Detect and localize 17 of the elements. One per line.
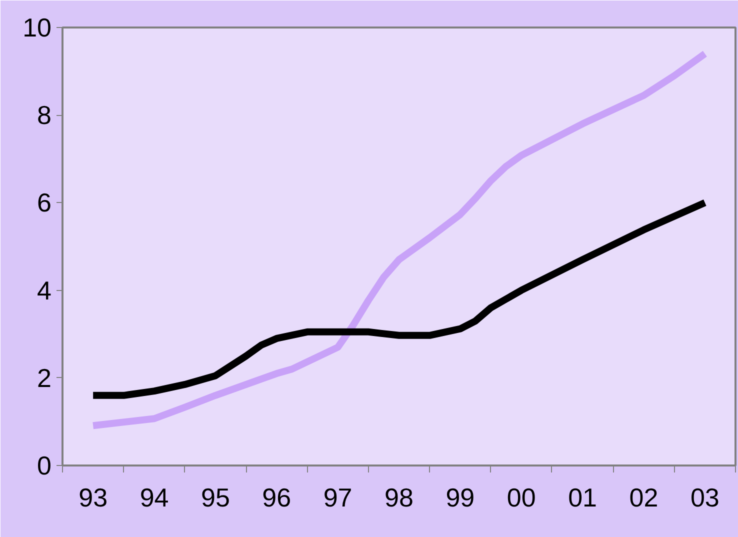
x-tick-label: 03 (690, 482, 720, 512)
x-tick-label: 98 (384, 482, 414, 512)
x-tick-label: 93 (78, 482, 108, 512)
x-tick-label: 95 (200, 482, 230, 512)
x-tick-label: 96 (262, 482, 292, 512)
y-tick-label: 4 (37, 275, 52, 306)
x-tick-label: 97 (323, 482, 352, 512)
y-tick-label: 2 (37, 362, 52, 393)
y-tick-label: 0 (37, 450, 52, 480)
x-tick-label: 01 (568, 482, 598, 512)
y-tick-label: 8 (37, 100, 52, 130)
y-tick-label: 6 (37, 188, 52, 218)
x-tick-label: 94 (140, 482, 169, 512)
x-tick-label: 02 (629, 482, 658, 512)
x-tick-label: 99 (446, 482, 475, 512)
y-tick-label: 10 (22, 12, 52, 42)
x-tick-label: 00 (506, 482, 536, 512)
